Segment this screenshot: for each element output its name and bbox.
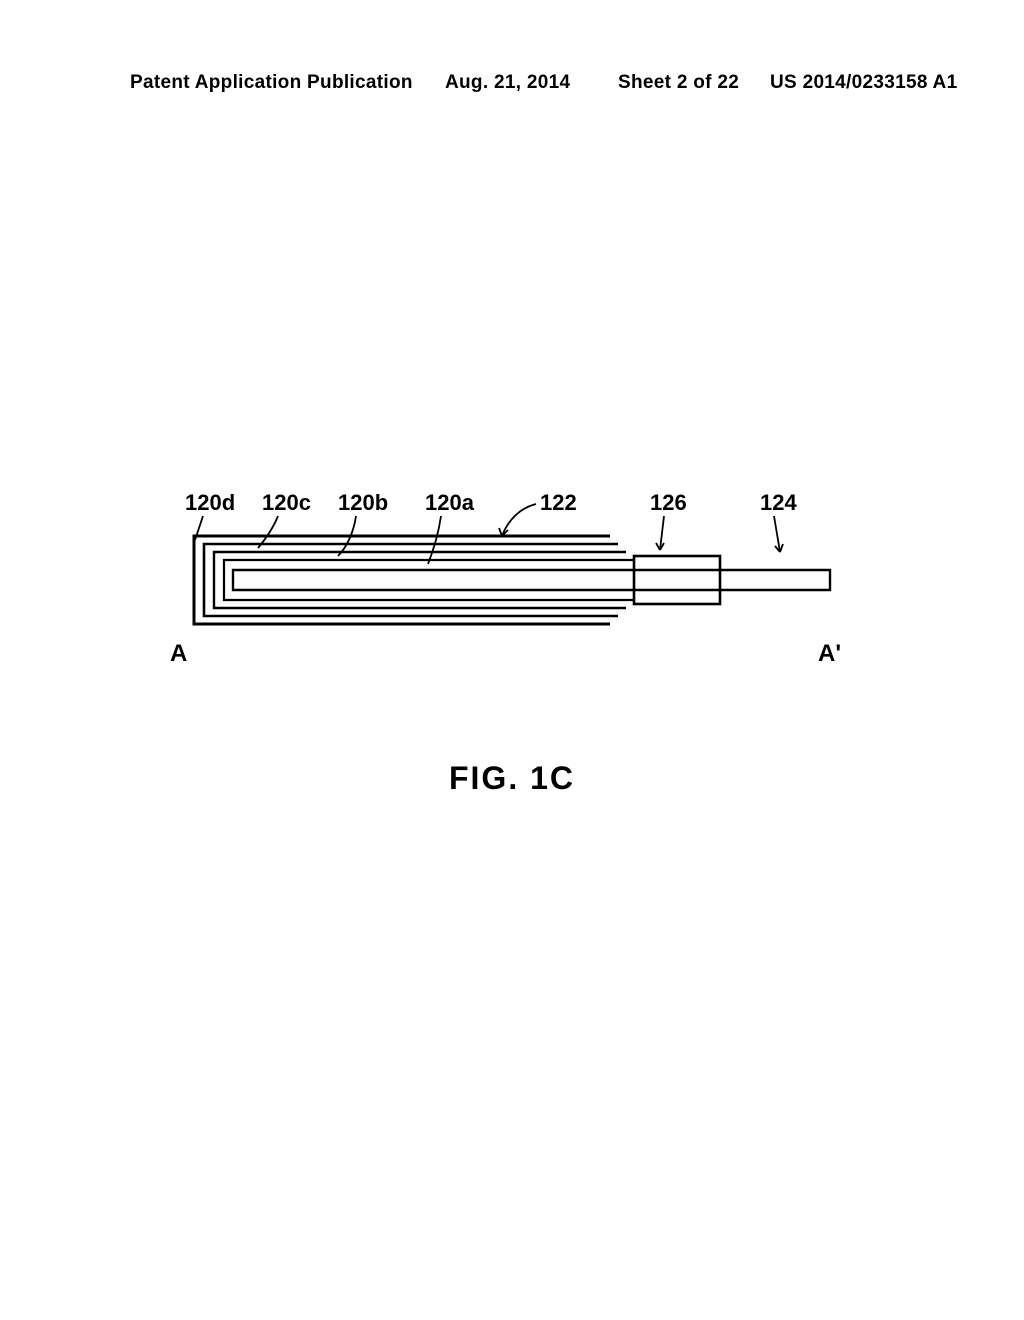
- publication-type: Patent Application Publication: [130, 72, 413, 94]
- section-marker-a-prime: A': [818, 640, 841, 668]
- cross-section-svg: [170, 490, 854, 670]
- publication-date: Aug. 21, 2014: [445, 72, 570, 94]
- sheet-info: Sheet 2 of 22: [618, 72, 739, 94]
- publication-number: US 2014/0233158 A1: [770, 72, 957, 94]
- figure-caption: FIG. 1C: [0, 760, 1024, 797]
- section-marker-a: A: [170, 640, 187, 668]
- page: Patent Application Publication Aug. 21, …: [0, 0, 1024, 1320]
- figure-1c: 120d 120c 120b 120a 122 126 124: [170, 490, 854, 660]
